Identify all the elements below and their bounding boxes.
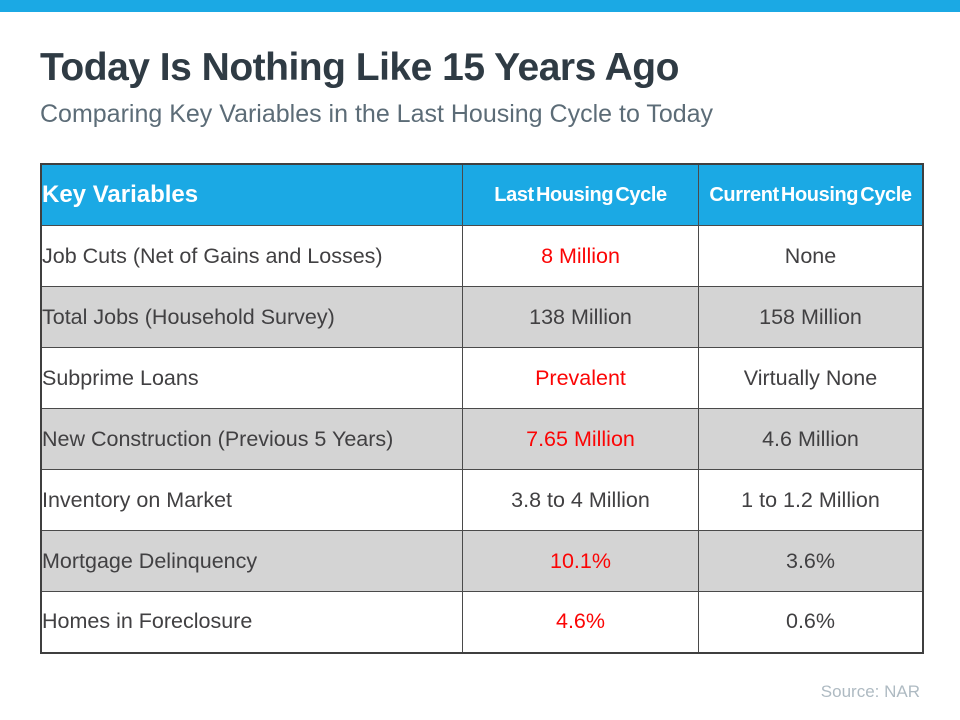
last-cycle-value: 138 Million bbox=[462, 286, 699, 348]
table-row: Mortgage Delinquency 10.1% 3.6% bbox=[40, 530, 924, 592]
table-header-row: Key Variables Last Housing Cycle Current… bbox=[40, 163, 924, 226]
table-row: Job Cuts (Net of Gains and Losses) 8 Mil… bbox=[40, 225, 924, 287]
table-row: Homes in Foreclosure 4.6% 0.6% bbox=[40, 591, 924, 653]
last-cycle-value: 3.8 to 4 Million bbox=[462, 469, 699, 531]
row-label: Total Jobs (Household Survey) bbox=[40, 286, 463, 348]
row-label: Homes in Foreclosure bbox=[40, 591, 463, 653]
row-label: Job Cuts (Net of Gains and Losses) bbox=[40, 225, 463, 287]
current-cycle-value: 1 to 1.2 Million bbox=[698, 469, 924, 531]
current-cycle-value: Virtually None bbox=[698, 347, 924, 409]
row-label: Subprime Loans bbox=[40, 347, 463, 409]
last-cycle-value: Prevalent bbox=[462, 347, 699, 409]
column-header-last-housing-cycle: Last Housing Cycle bbox=[462, 163, 699, 226]
current-cycle-value: 3.6% bbox=[698, 530, 924, 592]
current-cycle-value: 4.6 Million bbox=[698, 408, 924, 470]
table-row: New Construction (Previous 5 Years) 7.65… bbox=[40, 408, 924, 470]
row-label: Mortgage Delinquency bbox=[40, 530, 463, 592]
column-header-key-variables: Key Variables bbox=[40, 163, 463, 226]
page-title: Today Is Nothing Like 15 Years Ago bbox=[40, 46, 679, 89]
row-label: New Construction (Previous 5 Years) bbox=[40, 408, 463, 470]
last-cycle-value: 8 Million bbox=[462, 225, 699, 287]
row-label: Inventory on Market bbox=[40, 469, 463, 531]
page-subtitle: Comparing Key Variables in the Last Hous… bbox=[40, 100, 714, 128]
last-cycle-value: 10.1% bbox=[462, 530, 699, 592]
column-header-current-housing-cycle: Current Housing Cycle bbox=[698, 163, 924, 226]
current-cycle-value: 158 Million bbox=[698, 286, 924, 348]
table-row: Inventory on Market 3.8 to 4 Million 1 t… bbox=[40, 469, 924, 531]
last-cycle-value: 4.6% bbox=[462, 591, 699, 653]
top-accent-bar bbox=[0, 0, 960, 12]
current-cycle-value: 0.6% bbox=[698, 591, 924, 653]
current-cycle-value: None bbox=[698, 225, 924, 287]
comparison-table: Key Variables Last Housing Cycle Current… bbox=[40, 163, 924, 654]
source-attribution: Source: NAR bbox=[820, 682, 920, 701]
last-cycle-value: 7.65 Million bbox=[462, 408, 699, 470]
table-row: Total Jobs (Household Survey) 138 Millio… bbox=[40, 286, 924, 348]
table-row: Subprime Loans Prevalent Virtually None bbox=[40, 347, 924, 409]
